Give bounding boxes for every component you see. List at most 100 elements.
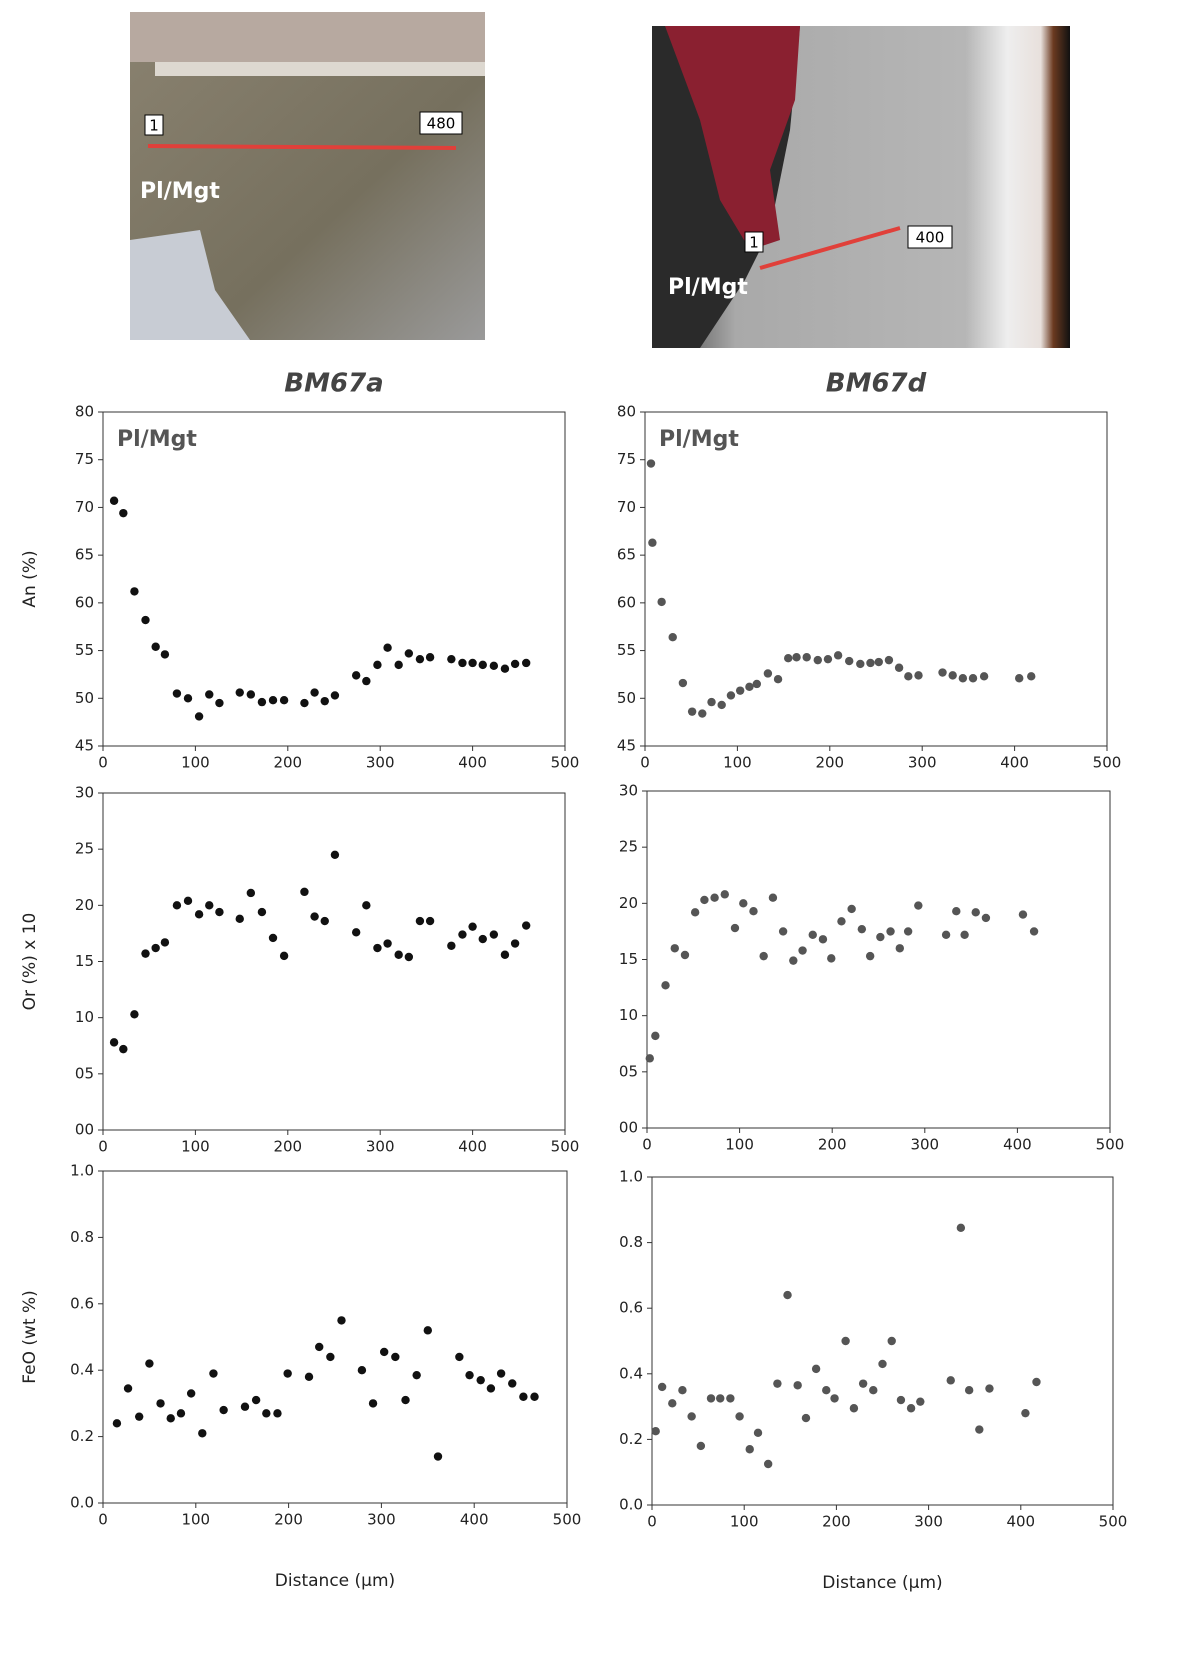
data-point [465,1370,474,1380]
y-axis-label: Or (%) x 10 [20,913,40,1011]
data-point [415,654,425,664]
data-point [123,1384,133,1393]
chart: 0.0 0.2 0.4 0.6 0.8 1.0 0 100 200 300 400 500 FeO (w… [20,1162,581,1592]
data-point [198,1429,207,1438]
x-tick-label: 200 [273,754,302,772]
x-tick-label: 200 [274,1511,303,1529]
plot-frame [102,411,566,747]
data-point [884,655,894,665]
y-tick-label: 50 [75,689,94,707]
y-tick-label: 70 [75,498,94,516]
data-point [351,671,361,680]
data-point [401,1395,410,1405]
data-point [798,946,807,955]
phase-label: Pl/Mgt [668,275,748,300]
data-point [205,901,214,910]
x-tick-label: 300 [366,754,395,772]
photo: 1 480 Pl/Mgt [130,12,485,340]
data-point [160,938,170,947]
data-point [330,850,340,859]
x-tick-label: 0 [98,754,108,772]
data-point [209,1369,218,1378]
data-point [802,653,811,662]
data-point [894,663,904,672]
phase-label: Pl/Mgt [140,179,220,204]
data-point [661,981,670,990]
data-point [357,1366,367,1375]
data-point [383,939,392,948]
plot-frame [651,1176,1114,1506]
data-point [351,928,361,937]
y-tick-label: 45 [617,737,636,755]
data-point [205,690,214,699]
data-point [690,908,700,917]
data-point [262,1409,271,1418]
data-point [166,1414,175,1423]
data-point [914,901,923,910]
data-point [878,1359,887,1369]
data-point [985,1384,994,1393]
data-point [337,1316,346,1325]
data-point [476,1375,485,1385]
data-point [268,933,278,943]
data-point [273,1409,282,1418]
data-point [235,914,244,924]
data-point [176,1409,186,1418]
data-point [156,1399,165,1408]
data-point [745,1445,754,1454]
x-tick-label: 0 [98,1511,108,1529]
y-tick-label: 0.8 [70,1228,94,1246]
data-point [956,1223,966,1233]
chart: 0.0 0.2 0.4 0.6 0.8 1.0 0 100 200 300 400 500 Distan… [619,1168,1127,1594]
data-point [300,887,309,897]
data-point [478,934,487,944]
data-point [858,1379,868,1388]
x-tick-label: 500 [553,1511,582,1529]
data-point [315,1342,324,1352]
x-tick-label: 0 [640,754,650,772]
y-tick-label: 0.6 [70,1294,94,1312]
annotation: Pl/Mgt [659,427,739,452]
y-tick-label: 65 [617,546,636,564]
data-point [320,916,329,926]
chart-title: BM67d [826,369,927,399]
x-tick-label: 500 [1096,1136,1125,1154]
data-point [368,1399,378,1408]
data-point [510,659,520,669]
y-tick-label: 75 [75,450,94,468]
data-point [687,1412,696,1421]
data-point [194,910,204,919]
data-point [112,1419,122,1428]
data-point [841,1336,850,1346]
data-point [257,697,267,707]
data-point [700,895,709,905]
data-point [808,930,817,939]
chart: 45 50 55 60 65 70 75 80 0 100 200 300 400 500 BM67d Pl/… [617,369,1121,772]
data-point [726,691,736,700]
profile-start: 1 [749,234,759,252]
x-tick-label: 500 [1099,1513,1128,1531]
data-point [763,669,773,678]
y-tick-label: 00 [75,1121,94,1139]
data-point [971,908,980,917]
x-tick-label: 100 [725,1136,754,1154]
data-point [458,658,467,668]
data-point [1015,674,1024,683]
data-point [773,675,783,684]
data-point [906,1404,916,1413]
data-point [784,654,793,663]
y-tick-label: 45 [75,737,94,755]
data-point [801,1413,811,1423]
data-point [833,651,843,660]
y-tick-label: 65 [75,546,94,564]
data-point [373,660,382,670]
data-point [468,922,477,931]
data-point [869,1386,878,1395]
data-point [486,1384,496,1393]
annotation: Pl/Mgt [117,427,197,452]
chart-title: BM67a [284,369,383,399]
data-point [458,930,467,939]
